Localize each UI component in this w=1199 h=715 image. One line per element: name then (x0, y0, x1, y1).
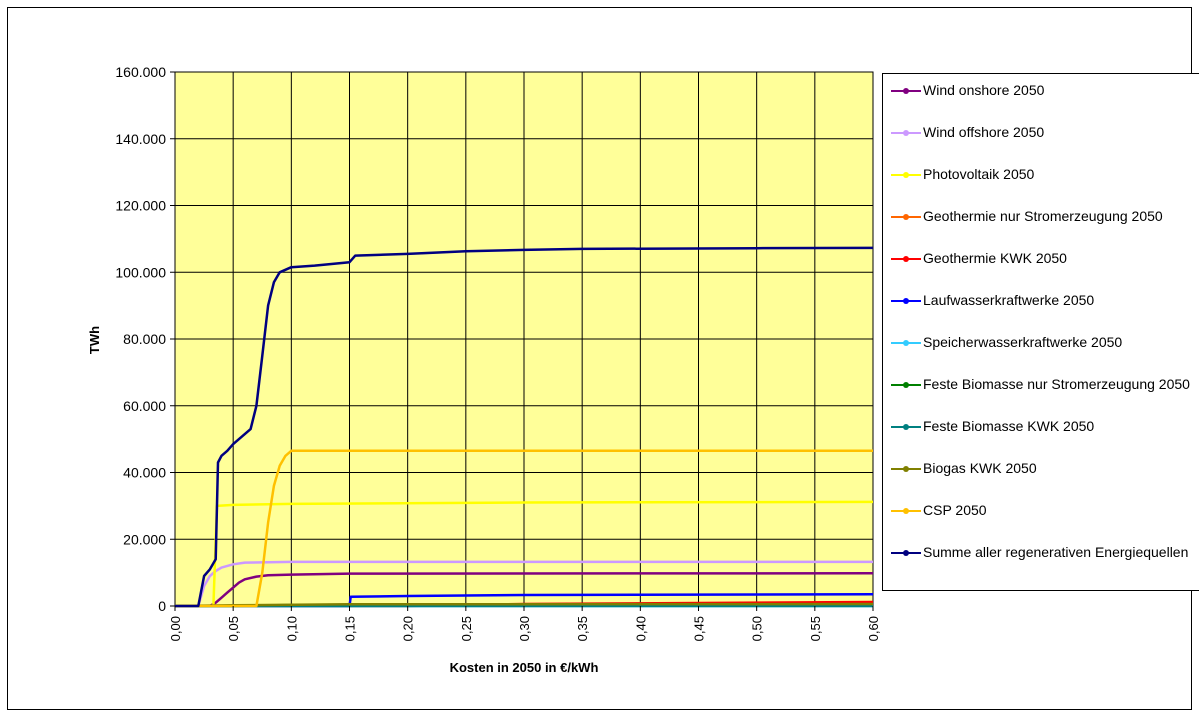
x-tick-label: 0,25 (459, 616, 474, 641)
legend-swatch (891, 256, 921, 262)
series-line (175, 572, 874, 608)
y-tick-label: 160.000 (115, 64, 166, 80)
x-tick-label: 0,15 (343, 616, 358, 641)
x-tick-label: 0,55 (808, 616, 823, 641)
y-tick-label: 0 (158, 598, 166, 614)
y-tick-label: 100.000 (115, 264, 166, 280)
legend-label: Photovoltaik 2050 (923, 166, 1035, 182)
x-tick-label: 0,05 (226, 616, 241, 641)
legend-label: Feste Biomasse KWK 2050 (923, 418, 1095, 434)
y-tick-label: 60.000 (123, 398, 166, 414)
legend-swatch (891, 466, 921, 472)
legend-label: Biogas KWK 2050 (923, 460, 1037, 476)
legend-label: Laufwasserkraftwerke 2050 (923, 292, 1095, 308)
legend-swatch (891, 382, 921, 388)
y-tick-label: 140.000 (115, 131, 166, 147)
legend-swatch (891, 508, 921, 514)
legend-swatch (891, 340, 921, 346)
legend-label: Wind offshore 2050 (923, 124, 1045, 140)
legend-swatch (891, 550, 921, 556)
series-line (175, 246, 874, 608)
x-tick-label: 0,40 (633, 616, 648, 641)
y-axis-ticks: 0 20.000 40.000 60.000 80.000 100.000 120.000 1… (115, 64, 175, 614)
legend-swatch (891, 88, 921, 94)
legend-label: Feste Biomasse nur Stromerzeugung 2050 (923, 376, 1190, 392)
x-tick-label: 0,50 (750, 616, 765, 641)
legend-swatch (891, 172, 921, 178)
x-tick-label: 0,45 (692, 616, 707, 641)
legend-marker (903, 508, 909, 514)
x-tick-label: 0,30 (517, 616, 532, 641)
legend-marker (903, 130, 909, 136)
x-axis-title: Kosten in 2050 in €/kWh (450, 660, 599, 675)
legend-marker (903, 256, 909, 262)
legend-marker (903, 340, 909, 346)
legend-label: CSP 2050 (923, 502, 987, 518)
x-tick-label: 0,10 (284, 616, 299, 641)
legend-marker (903, 424, 909, 430)
x-tick-label: 0,00 (168, 616, 183, 641)
y-tick-label: 80.000 (123, 331, 166, 347)
x-tick-label: 0,35 (575, 616, 590, 641)
y-tick-label: 40.000 (123, 465, 166, 481)
legend-swatch (891, 214, 921, 220)
gridlines (175, 72, 873, 606)
legend-swatch (891, 298, 921, 304)
x-axis-ticks: 0,00 0,05 0,10 0,15 0,20 0,25 0,30 0,35 0,40 0,45… (168, 606, 881, 641)
legend-marker (903, 172, 909, 178)
y-tick-label: 20.000 (123, 531, 166, 547)
legend-swatch (891, 424, 921, 430)
legend: Wind onshore 2050 Wind offshore 2050 Photo… (882, 73, 1199, 591)
legend-label: Geothermie KWK 2050 (923, 250, 1067, 266)
legend-marker (903, 214, 909, 220)
legend-label: Geothermie nur Stromerzeugung 2050 (923, 208, 1163, 224)
legend-marker (903, 382, 909, 388)
y-tick-label: 120.000 (115, 198, 166, 214)
legend-label: Wind onshore 2050 (923, 82, 1045, 98)
legend-marker (903, 88, 909, 94)
legend-marker (903, 466, 909, 472)
x-tick-label: 0,60 (866, 616, 881, 641)
legend-label: Summe aller regenerativen Energiequellen (923, 544, 1189, 560)
y-axis-title: TWh (87, 326, 102, 354)
legend-label: Speicherwasserkraftwerke 2050 (923, 334, 1123, 350)
legend-marker (903, 298, 909, 304)
legend-swatch (891, 130, 921, 136)
legend-marker (903, 550, 909, 556)
x-tick-label: 0,20 (401, 616, 416, 641)
series-line (175, 449, 873, 608)
